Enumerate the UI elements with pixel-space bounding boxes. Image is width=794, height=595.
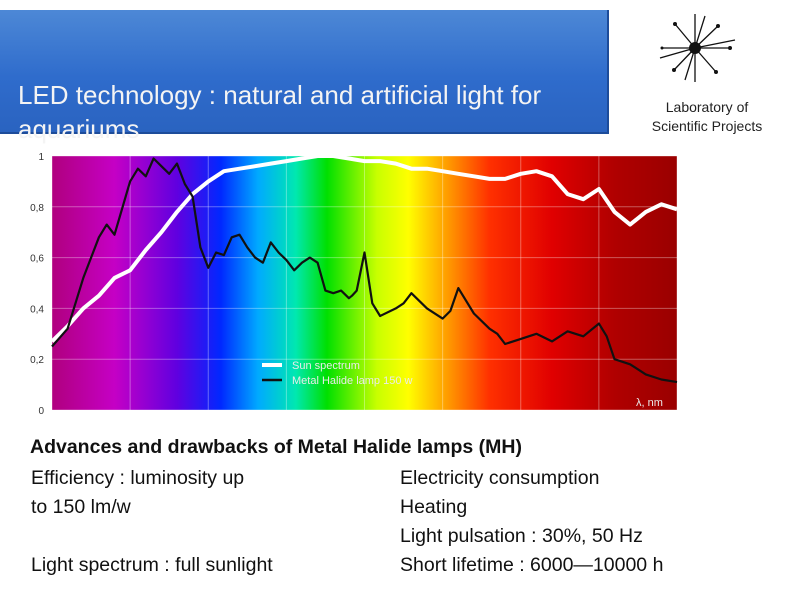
y-tick-label: 0,2 xyxy=(30,355,44,366)
x-tick-label: 700 xyxy=(591,417,608,418)
drawback-line: Short lifetime : 6000—10000 h xyxy=(400,554,664,576)
slide-title: LED technology : natural and artificial … xyxy=(18,80,542,144)
y-tick-label: 0 xyxy=(38,406,44,417)
y-tick-label: 0,8 xyxy=(30,203,44,214)
advantage-line: Efficiency : luminosity up xyxy=(31,467,245,489)
drawback-line: Electricity consumption xyxy=(400,467,600,489)
y-tick-label: 0,4 xyxy=(30,304,44,315)
legend: Sun spectrum Metal Halide lamp 150 w xyxy=(262,360,413,387)
spectrum-chart: 0 0,2 0,4 0,6 0,8 1 350 400 450 500 550 600 650 700 7… xyxy=(30,152,686,418)
x-tick-label: 500 xyxy=(278,417,295,418)
legend-label-mh: Metal Halide lamp 150 w xyxy=(292,375,413,387)
drawback-line: Heating xyxy=(400,496,468,518)
section-subtitle: Advances and drawbacks of Metal Halide l… xyxy=(30,436,522,458)
sun-spectrum-line xyxy=(50,154,678,343)
star-burst-icon xyxy=(659,14,736,82)
metal-halide-line xyxy=(51,157,678,384)
x-axis-label: λ, nm xyxy=(636,397,663,409)
x-tick-label: 600 xyxy=(434,417,451,418)
x-tick-label: 750 xyxy=(669,417,686,418)
title-banner xyxy=(0,10,609,134)
lab-name-line-1: Laboratory of xyxy=(665,99,749,115)
x-tick-label: 650 xyxy=(512,417,529,418)
spectrum-background xyxy=(52,156,677,410)
lab-name: Laboratory of Scientific Projects xyxy=(622,98,792,136)
lab-name-line-2: Scientific Projects xyxy=(651,118,763,134)
advantage-line xyxy=(31,522,361,551)
x-tick-label: 450 xyxy=(200,417,217,418)
x-tick-label: 400 xyxy=(122,417,139,418)
advantages-list: Efficiency : luminosity up to 150 lm/w L… xyxy=(31,464,361,580)
y-tick-label: 0,6 xyxy=(30,254,44,265)
drawbacks-list: Electricity consumption Heating Light pu… xyxy=(400,464,780,580)
x-tick-label: 350 xyxy=(44,417,61,418)
y-tick-label: 1 xyxy=(38,152,44,163)
drawback-line: Light pulsation : 30%, 50 Hz xyxy=(400,525,643,547)
advantage-line: to 150 lm/w xyxy=(31,496,131,518)
x-tick-label: 550 xyxy=(356,417,373,418)
legend-label-sun: Sun spectrum xyxy=(292,360,360,372)
advantage-line: Light spectrum : full sunlight xyxy=(31,554,273,576)
